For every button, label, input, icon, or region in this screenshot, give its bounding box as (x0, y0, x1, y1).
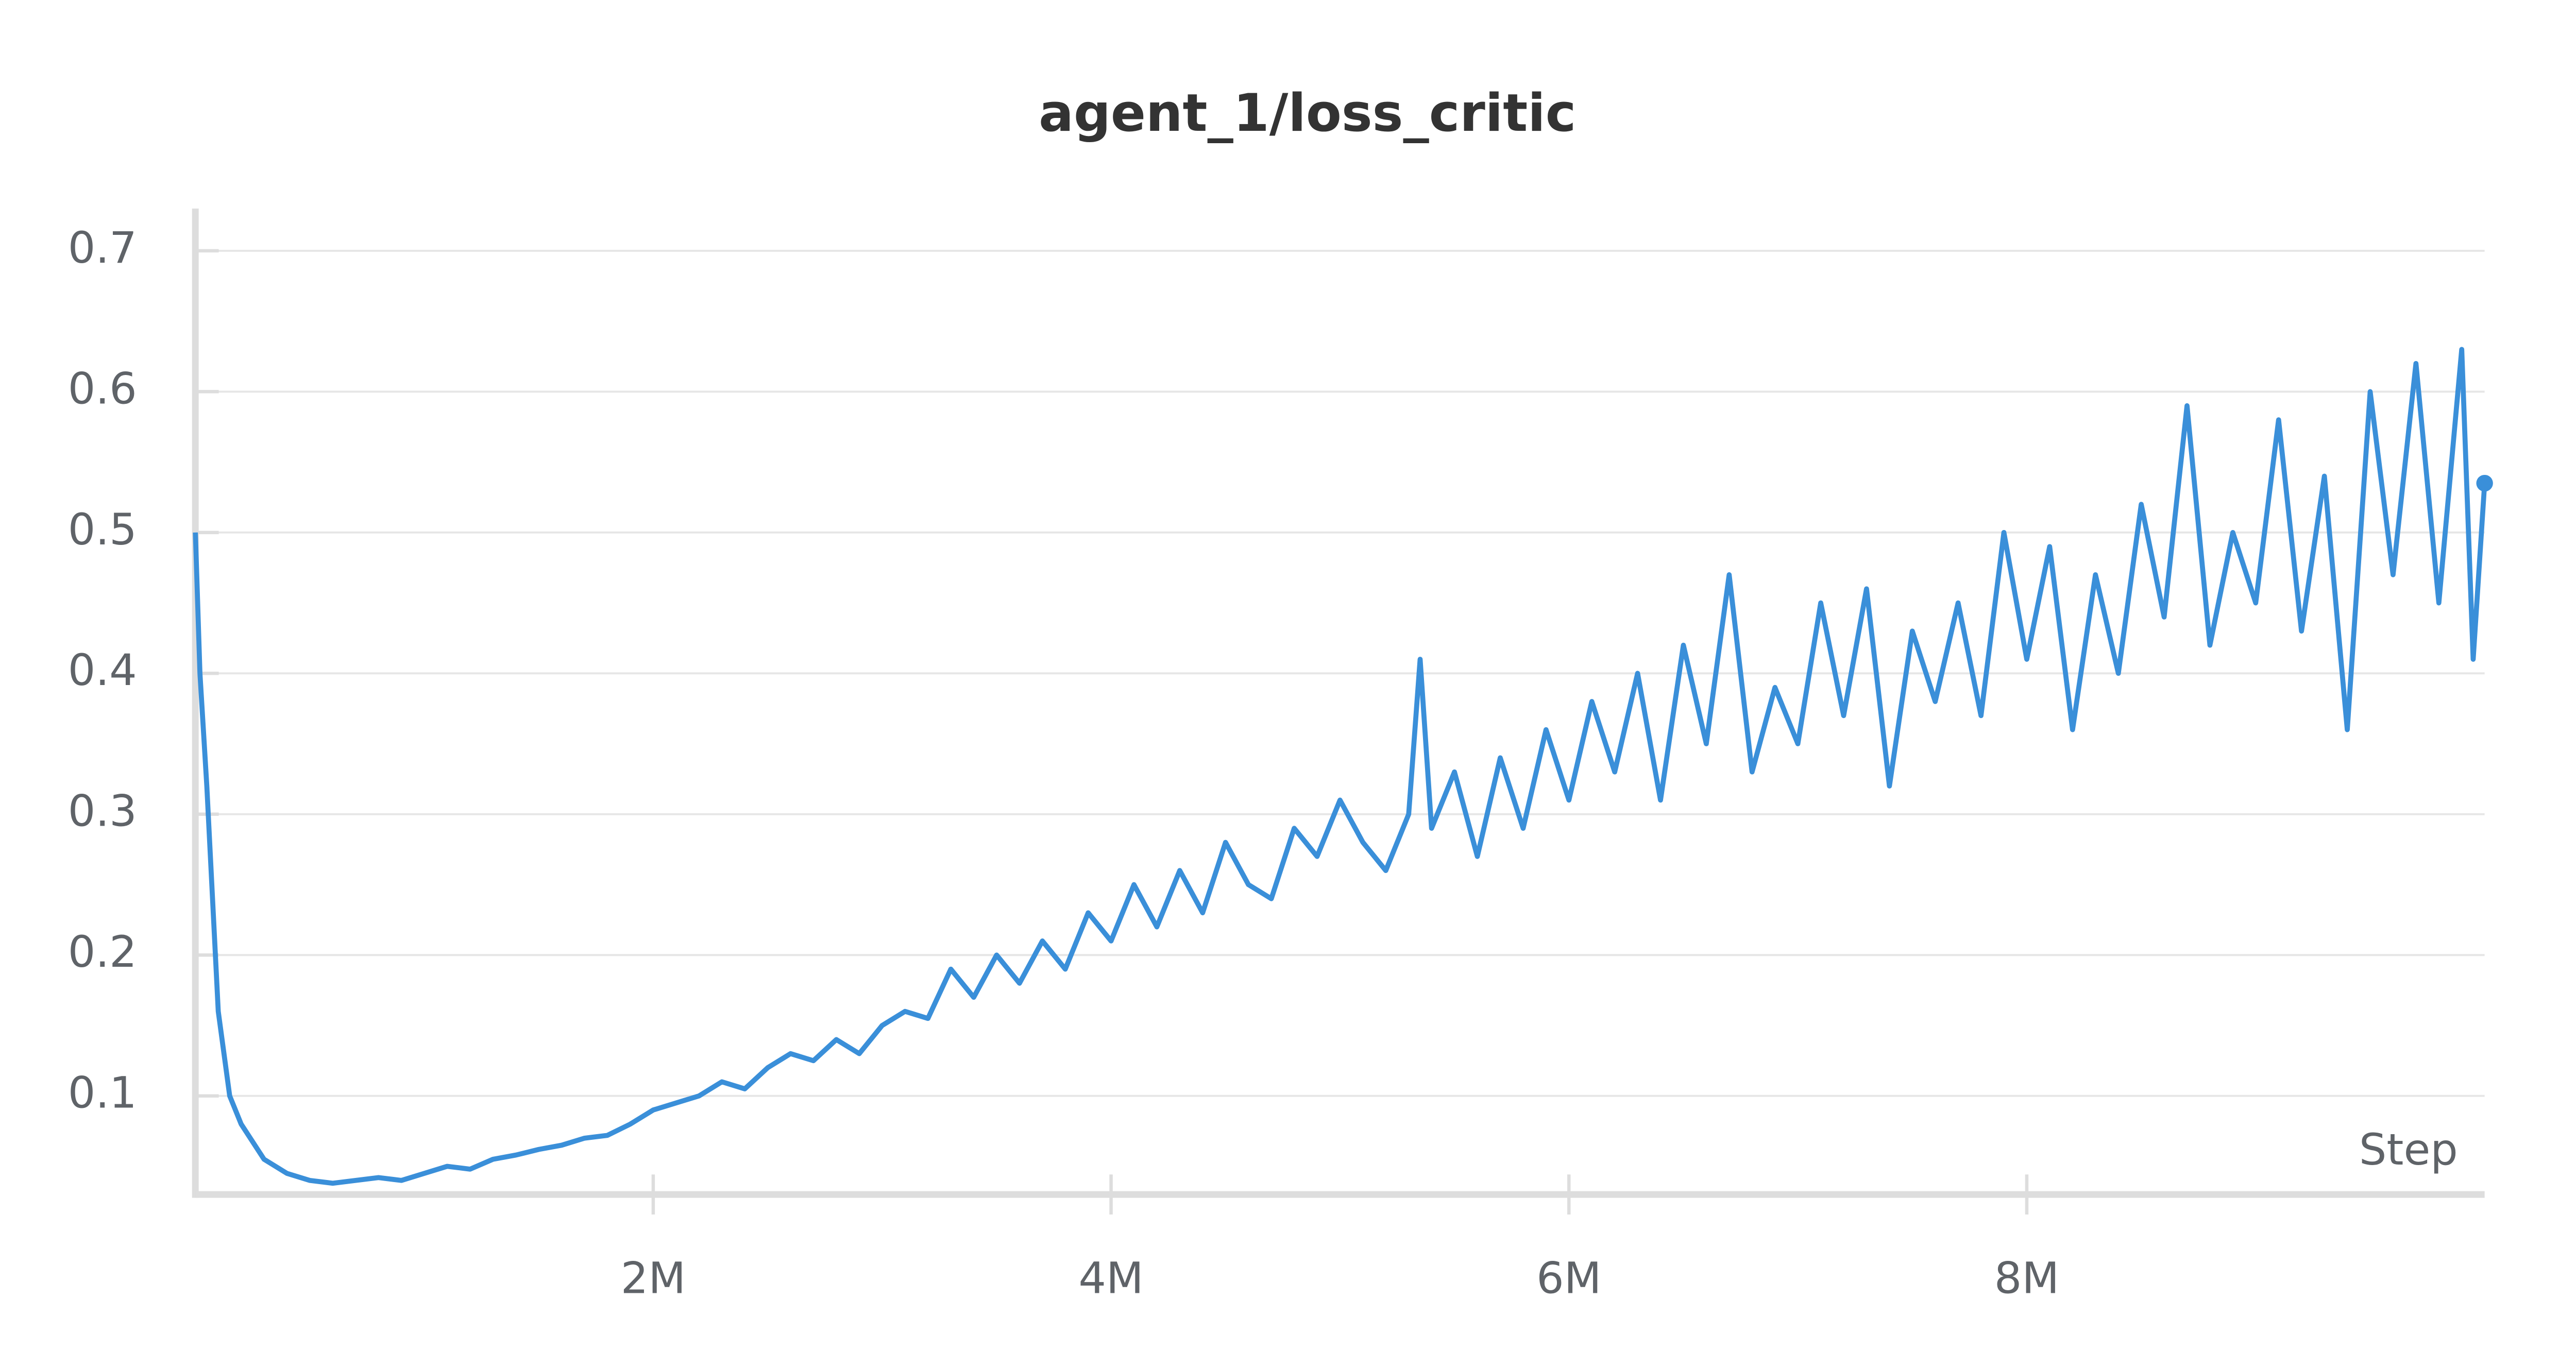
y-tick-label: 0.3 (68, 786, 137, 836)
y-tick-label: 0.1 (68, 1068, 137, 1118)
chart-title: agent_1/loss_critic (1039, 83, 1576, 143)
y-tick-label: 0.7 (68, 223, 137, 273)
line (193, 347, 2487, 1186)
x-axis-label: Step (2359, 1124, 2458, 1175)
y-tick-label: 0.5 (68, 504, 137, 555)
end-point (2476, 474, 2493, 492)
y-tick-label: 0.4 (68, 645, 137, 695)
x-tick-label: 6M (1536, 1253, 1601, 1304)
x-tick-label: 4M (1078, 1253, 1143, 1304)
y-tick-label: 0.2 (68, 927, 137, 977)
y-tick-label: 0.6 (68, 363, 137, 414)
x-tick-label: 8M (1994, 1253, 2059, 1304)
x-tick-label: 2M (621, 1253, 686, 1304)
